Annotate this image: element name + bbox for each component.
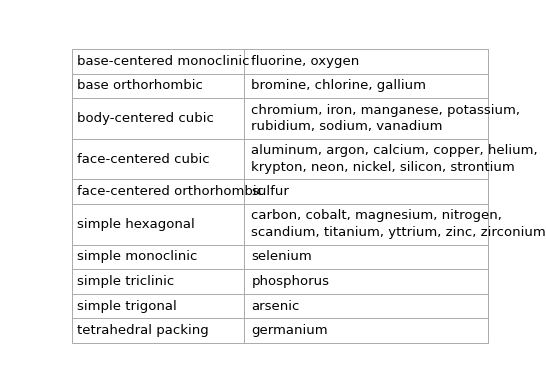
Text: simple monoclinic: simple monoclinic bbox=[76, 250, 197, 263]
Text: germanium: germanium bbox=[252, 324, 328, 337]
Text: body-centered cubic: body-centered cubic bbox=[76, 112, 213, 125]
Text: arsenic: arsenic bbox=[252, 300, 300, 312]
Text: sulfur: sulfur bbox=[252, 185, 289, 198]
Text: fluorine, oxygen: fluorine, oxygen bbox=[252, 55, 360, 68]
Text: carbon, cobalt, magnesium, nitrogen,
scandium, titanium, yttrium, zinc, zirconiu: carbon, cobalt, magnesium, nitrogen, sca… bbox=[252, 210, 546, 239]
Text: tetrahedral packing: tetrahedral packing bbox=[76, 324, 209, 337]
Text: bromine, chlorine, gallium: bromine, chlorine, gallium bbox=[252, 80, 426, 92]
Text: face-centered cubic: face-centered cubic bbox=[76, 152, 209, 166]
Text: selenium: selenium bbox=[252, 250, 312, 263]
Text: base-centered monoclinic: base-centered monoclinic bbox=[76, 55, 249, 68]
Text: simple triclinic: simple triclinic bbox=[76, 275, 174, 288]
Text: face-centered orthorhombic: face-centered orthorhombic bbox=[76, 185, 264, 198]
Text: phosphorus: phosphorus bbox=[252, 275, 329, 288]
Text: aluminum, argon, calcium, copper, helium,
krypton, neon, nickel, silicon, stront: aluminum, argon, calcium, copper, helium… bbox=[252, 144, 538, 174]
Text: chromium, iron, manganese, potassium,
rubidium, sodium, vanadium: chromium, iron, manganese, potassium, ru… bbox=[252, 104, 520, 133]
Text: simple hexagonal: simple hexagonal bbox=[76, 218, 194, 231]
Text: simple trigonal: simple trigonal bbox=[76, 300, 176, 312]
Text: base orthorhombic: base orthorhombic bbox=[76, 80, 203, 92]
